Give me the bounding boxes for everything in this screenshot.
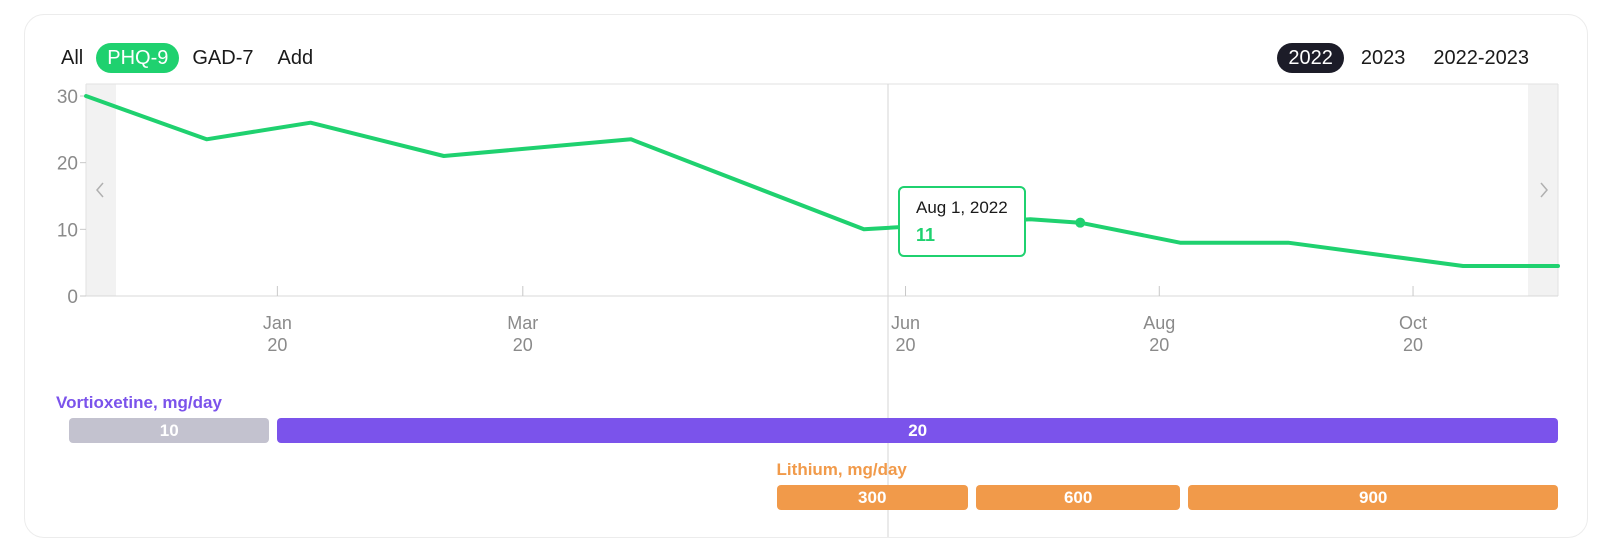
filter-all[interactable]: All: [61, 47, 84, 69]
x-tick-month: Aug: [1143, 313, 1175, 333]
tooltip-date: Aug 1, 2022: [916, 198, 1008, 217]
y-tick-label: 30: [57, 87, 78, 108]
chevron-left-icon[interactable]: [96, 182, 104, 198]
filter-phq9[interactable]: PHQ-9: [96, 43, 180, 73]
phq9-series-line: [84, 94, 1560, 268]
hovered-data-point[interactable]: [1075, 217, 1086, 228]
scroll-right-zone[interactable]: [1528, 84, 1558, 296]
dose-bar[interactable]: 10: [69, 418, 270, 443]
dose-bar[interactable]: 300: [776, 485, 968, 510]
hover-tooltip: Aug 1, 2022 11: [898, 186, 1026, 257]
scroll-left-zone[interactable]: [86, 84, 116, 296]
y-tick-label: 0: [67, 287, 78, 308]
year-2022-2023[interactable]: 2022-2023: [1433, 47, 1529, 69]
tooltip-value: 11: [916, 225, 936, 245]
chevron-right-icon[interactable]: [1540, 182, 1548, 198]
x-tick-month: Jan: [263, 313, 292, 333]
x-tick-day: 20: [267, 335, 287, 355]
year-2022[interactable]: 2022: [1277, 43, 1344, 73]
year-2023[interactable]: 2023: [1360, 47, 1406, 69]
y-tick-label: 10: [57, 220, 78, 241]
medication-label: Vortioxetine, mg/day: [56, 393, 222, 412]
x-axis: Jan20Mar20Jun20Aug20Oct20Dec22: [263, 286, 1427, 355]
x-tick-day: 20: [1149, 335, 1169, 355]
dose-bar[interactable]: 600: [976, 485, 1181, 510]
x-tick-day: 20: [513, 335, 533, 355]
medication-label: Lithium, mg/day: [776, 460, 907, 479]
y-axis: 0 10 20 30: [57, 87, 86, 308]
chart-card: [24, 14, 1588, 538]
data-points: [1075, 217, 1086, 228]
filter-gad7[interactable]: GAD-7: [192, 47, 254, 69]
scale-filter-group: All PHQ-9 GAD-7 Add: [50, 43, 326, 73]
x-tick-day: 20: [1403, 335, 1423, 355]
dose-bar[interactable]: 20: [277, 418, 1558, 443]
filter-add[interactable]: Add: [277, 47, 314, 69]
x-tick-day: 20: [896, 335, 916, 355]
x-tick-month: Mar: [507, 313, 538, 333]
dose-bar[interactable]: 900: [1188, 485, 1558, 510]
y-tick-label: 20: [57, 154, 78, 175]
year-filter-group: 2022 2023 2022-2023: [1271, 43, 1540, 73]
x-tick-month: Oct: [1399, 313, 1427, 333]
x-tick-month: Jun: [891, 313, 920, 333]
